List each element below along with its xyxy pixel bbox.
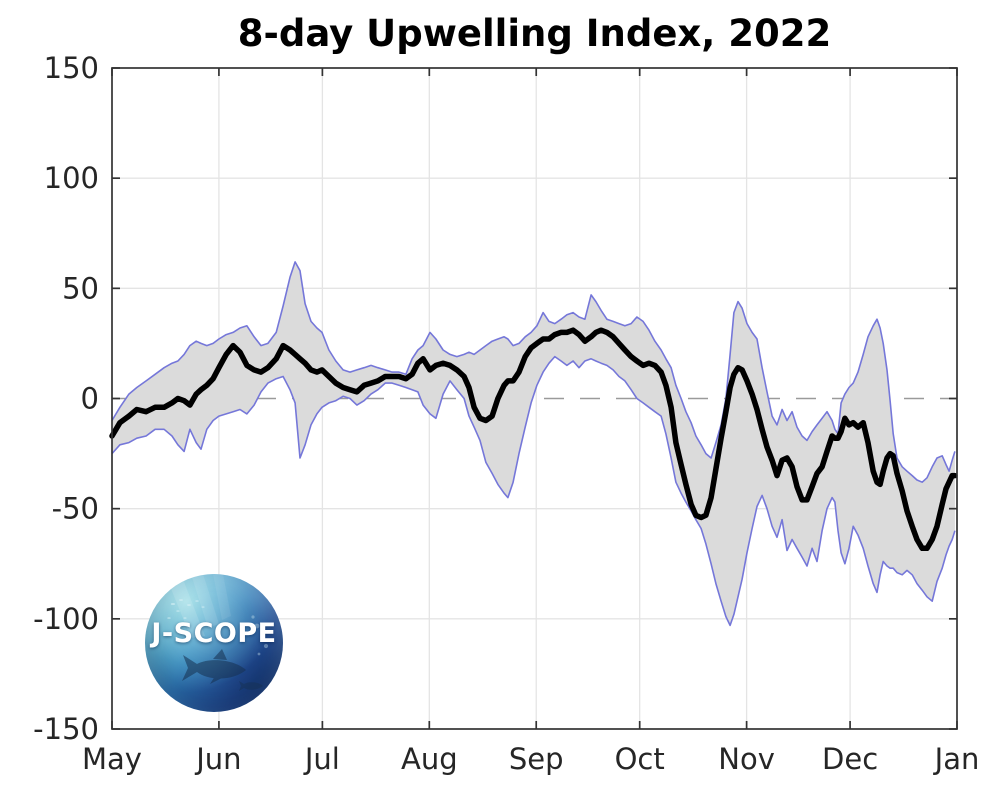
x-axis-tick-label: Oct [615, 742, 665, 776]
y-axis-tick-label: 100 [44, 161, 99, 195]
x-axis-tick-label: Sep [509, 742, 564, 776]
x-axis-tick-label: Nov [718, 742, 775, 776]
x-axis-tick-label: Dec [822, 742, 878, 776]
x-axis-tick-label: Jul [303, 742, 340, 776]
light-ray-icon [213, 574, 231, 620]
fish-school-icon [167, 599, 205, 619]
y-axis-tick-label: 0 [81, 382, 99, 416]
light-ray-icon [191, 574, 219, 628]
mean-line [109, 327, 958, 552]
tuna-fish-icon [182, 649, 246, 684]
logo-art [165, 574, 269, 691]
light-ray-icon [165, 574, 205, 638]
logo-text: J-SCOPE [151, 618, 277, 649]
y-axis-tick-label: 50 [62, 271, 99, 305]
small-fish-icon [239, 681, 263, 691]
y-axis-tick-label: 150 [44, 51, 99, 85]
x-axis-tick-label: Aug [401, 742, 458, 776]
uncertainty-band [112, 261, 955, 626]
x-axis-tick-label: May [82, 742, 142, 776]
bubbles-icon [251, 615, 269, 656]
x-axis-tick-label: Jan [933, 742, 980, 776]
y-axis-tick-label: -100 [33, 602, 99, 636]
chart-title: 8-day Upwelling Index, 2022 [237, 12, 832, 55]
jscope-logo: J-SCOPE [145, 574, 283, 712]
y-axis-tick-label: -50 [52, 492, 99, 526]
upper-bound-line [111, 261, 956, 483]
x-axis-tick-label: Jun [194, 742, 241, 776]
lower-bound-line [111, 355, 956, 627]
y-axis-tick-label: -150 [33, 712, 99, 746]
